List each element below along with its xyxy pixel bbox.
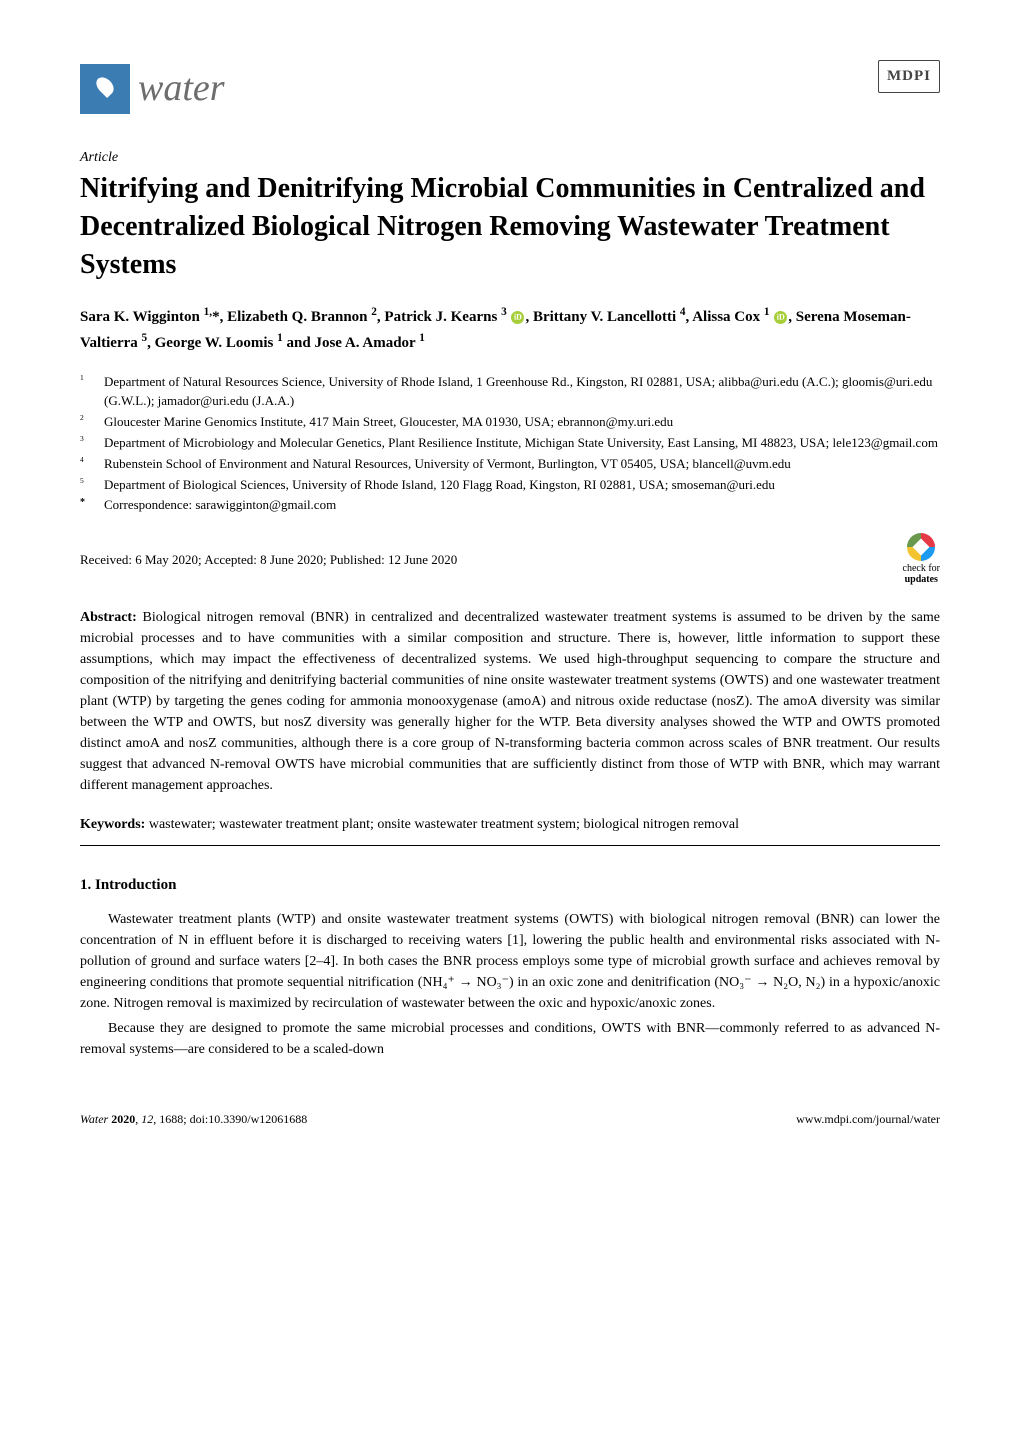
affiliation-row: 3Department of Microbiology and Molecula… bbox=[80, 434, 940, 453]
affiliation-row: 5Department of Biological Sciences, Univ… bbox=[80, 476, 940, 495]
affiliation-text: Correspondence: sarawigginton@gmail.com bbox=[104, 496, 940, 515]
affiliation-text: Department of Biological Sciences, Unive… bbox=[104, 476, 940, 495]
body-text-container: Wastewater treatment plants (WTP) and on… bbox=[80, 909, 940, 1060]
affiliation-text: Department of Microbiology and Molecular… bbox=[104, 434, 940, 453]
dates-row: Received: 6 May 2020; Accepted: 8 June 2… bbox=[80, 533, 940, 585]
affiliations: 1Department of Natural Resources Science… bbox=[80, 373, 940, 515]
journal-logo: water bbox=[80, 60, 225, 117]
footer: Water 2020, 12, 1688; doi:10.3390/w12061… bbox=[80, 1110, 940, 1128]
affiliation-num: 3 bbox=[80, 434, 104, 453]
affiliation-row: 4Rubenstein School of Environment and Na… bbox=[80, 455, 940, 474]
article-title: Nitrifying and Denitrifying Microbial Co… bbox=[80, 170, 940, 283]
divider bbox=[80, 845, 940, 846]
dates: Received: 6 May 2020; Accepted: 8 June 2… bbox=[80, 550, 457, 570]
keywords-label: Keywords: bbox=[80, 817, 145, 832]
abstract: Abstract: Biological nitrogen removal (B… bbox=[80, 607, 940, 796]
water-drop-icon bbox=[80, 64, 130, 114]
affiliation-text: Gloucester Marine Genomics Institute, 41… bbox=[104, 413, 940, 432]
affiliation-row: 2Gloucester Marine Genomics Institute, 4… bbox=[80, 413, 940, 432]
affiliation-row: 1Department of Natural Resources Science… bbox=[80, 373, 940, 411]
keywords: Keywords: wastewater; wastewater treatme… bbox=[80, 814, 940, 835]
affiliation-text: Rubenstein School of Environment and Nat… bbox=[104, 455, 940, 474]
journal-name: water bbox=[138, 60, 225, 117]
affiliation-num: 2 bbox=[80, 413, 104, 432]
affiliation-num: 5 bbox=[80, 476, 104, 495]
abstract-text: Biological nitrogen removal (BNR) in cen… bbox=[80, 610, 940, 793]
affiliation-num: 1 bbox=[80, 373, 104, 411]
check-for-updates-badge[interactable]: check for updates bbox=[903, 533, 940, 585]
footer-left: Water 2020, 12, 1688; doi:10.3390/w12061… bbox=[80, 1110, 307, 1128]
affiliation-num: 4 bbox=[80, 455, 104, 474]
body-paragraph: Because they are designed to promote the… bbox=[80, 1018, 940, 1060]
header: water MDPI bbox=[80, 60, 940, 117]
affiliation-row: *Correspondence: sarawigginton@gmail.com bbox=[80, 496, 940, 515]
abstract-label: Abstract: bbox=[80, 610, 137, 625]
check-updates-icon bbox=[907, 533, 935, 561]
affiliation-num: * bbox=[80, 496, 104, 515]
check-updates-line1: check for bbox=[903, 563, 940, 574]
body-paragraph: Wastewater treatment plants (WTP) and on… bbox=[80, 909, 940, 1014]
affiliation-text: Department of Natural Resources Science,… bbox=[104, 373, 940, 411]
check-updates-line2: updates bbox=[903, 574, 940, 585]
keywords-text: wastewater; wastewater treatment plant; … bbox=[145, 817, 739, 832]
mdpi-logo: MDPI bbox=[878, 60, 940, 93]
article-type: Article bbox=[80, 147, 940, 168]
authors: Sara K. Wigginton 1,*, Elizabeth Q. Bran… bbox=[80, 303, 940, 355]
section-heading: 1. Introduction bbox=[80, 874, 940, 897]
footer-right: www.mdpi.com/journal/water bbox=[796, 1110, 940, 1128]
